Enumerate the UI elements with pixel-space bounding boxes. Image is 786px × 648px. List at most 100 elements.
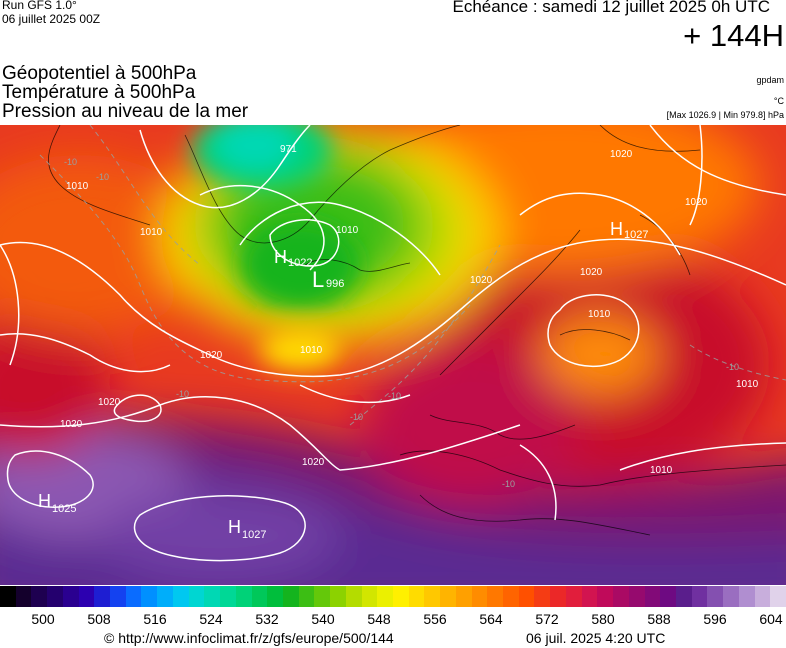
isotherm-label: -10 [502,479,515,489]
color-scale-cell [251,586,268,607]
color-scale-cell [204,586,221,607]
high-center-letter: H [38,491,51,511]
color-scale-cell [345,586,363,607]
layer-title-geopotential: Géopotentiel à 500hPa [2,63,197,84]
isobar-label: 1020 [470,275,493,286]
color-scale-cell [550,586,567,607]
weather-map-svg: 971 1010 1010 1020 1020 1020 1020 1020 1… [0,125,786,585]
color-scale-cell [487,586,504,607]
unit-pressure-range: [Max 1026.9 | Min 979.8] hPa [666,110,784,120]
color-scale-cell [157,586,174,607]
color-scale-cell [393,586,410,607]
isotherm-label: -10 [726,362,739,372]
isotherm-label: -10 [350,412,363,422]
isobar-label: 1010 [650,465,673,476]
unit-celsius: °C [773,96,784,106]
isobar-label: 1010 [336,225,359,236]
color-scale-cell [723,586,740,607]
isobar-label: 971 [280,144,297,155]
color-scale-label: 500 [31,611,55,627]
layer-title-temperature: Température à 500hPa [2,82,196,103]
run-title: Run GFS 1.0° [2,0,77,12]
high-center-value: 1025 [52,503,76,515]
color-scale-label: 564 [479,611,503,627]
isobar-label: 1020 [60,419,83,430]
color-scale-cell [471,586,488,607]
color-scale-cell [581,586,598,607]
isobar-label: 1020 [685,197,708,208]
isotherm-label: -10 [96,172,109,182]
color-scale-cell [188,586,205,607]
color-scale-label: 556 [423,611,447,627]
color-scale-cell [613,586,630,607]
color-scale-cell [361,586,378,607]
isobars [0,125,786,562]
isobar-label: 1010 [588,309,611,320]
isobar-label: 1020 [200,350,223,361]
color-scale-cell [408,586,426,607]
layer-title-pressure: Pression au niveau de la mer [2,101,249,122]
high-center-value: 1027 [242,529,266,541]
isobar-label: 1020 [580,267,603,278]
color-scale-cell [644,586,661,607]
color-scale-cell [660,586,677,607]
color-scale-cell [754,586,771,607]
isobar-label: 1020 [98,397,121,408]
color-scale-label: 580 [591,611,615,627]
color-scale-cell [282,586,300,607]
color-scale-cell [0,586,17,607]
color-scale-cell [330,586,347,607]
color-scale-label: 572 [535,611,559,627]
color-scale-cell [503,586,520,607]
color-scale-label: 548 [367,611,391,627]
color-scale-label: 516 [143,611,167,627]
color-scale-cell [47,586,64,607]
color-scale-cell [15,586,33,607]
color-scale-cell [691,586,708,607]
low-center-letter: L [312,267,324,292]
color-scale-cell [62,586,80,607]
color-scale-cell [267,586,284,607]
color-scale-cell [110,586,127,607]
color-scale-label: 524 [199,611,223,627]
high-center-value: 1027 [624,229,648,241]
weather-map: 971 1010 1010 1020 1020 1020 1020 1020 1… [0,125,786,585]
color-scale-cell [455,586,473,607]
color-scale-label: 532 [255,611,279,627]
color-scale-cell [628,586,646,607]
color-scale-cell [94,586,111,607]
color-scale-bar [0,586,786,607]
color-scale-cell [298,586,315,607]
color-scale-cell [738,586,756,607]
low-center-value: 996 [326,278,344,290]
color-scale-label: 540 [311,611,335,627]
color-scale-label: 588 [647,611,671,627]
color-scale-cell [31,586,48,607]
color-scale-cell [125,586,143,607]
lead-time: + 144H [683,18,784,53]
high-center-letter: H [274,247,287,267]
color-scale-cell [440,586,457,607]
isobar-label: 1010 [736,379,759,390]
high-center-letter: H [610,219,623,239]
color-scale-cell [424,586,441,607]
color-scale-cell [534,586,551,607]
isobar-label: 1010 [300,345,323,356]
isobar-label: 1020 [302,457,325,468]
color-scale-cell [141,586,158,607]
high-center-letter: H [228,517,241,537]
color-scale-cell [565,586,583,607]
isotherm-label: -10 [176,389,189,399]
color-scale-cell [377,586,394,607]
color-scale-cell [235,586,253,607]
pressure-centers: H 1022 L 996 H 1027 H 1025 H 1027 [38,219,648,541]
color-scale-cell [78,586,95,607]
valid-time: Echéance : samedi 12 juillet 2025 0h UTC [452,0,770,16]
isotherm-label: -10 [388,391,401,401]
color-scale-cell [172,586,190,607]
color-scale-cell [675,586,693,607]
color-scale-label: 596 [703,611,727,627]
color-scale-cell [220,586,237,607]
color-scale-cell [770,586,786,607]
color-scale-label: 604 [759,611,783,627]
